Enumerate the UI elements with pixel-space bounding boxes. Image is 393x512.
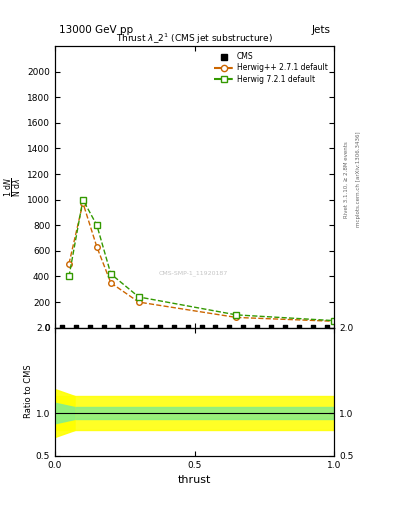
Herwig++ 2.7.1 default [136,299,141,305]
Point [143,324,149,332]
Herwig 7.2.1 default [67,273,72,280]
Herwig++ 2.7.1 default [108,280,113,286]
Point [115,324,121,332]
Point [240,324,246,332]
Herwig++ 2.7.1 default [67,261,72,267]
Title: Thrust $\lambda\_2^1$ (CMS jet substructure): Thrust $\lambda\_2^1$ (CMS jet substruct… [116,32,273,46]
Y-axis label: $\frac{1}{\mathrm{N}}\frac{\mathrm{d}N}{\mathrm{d}\lambda}$: $\frac{1}{\mathrm{N}}\frac{\mathrm{d}N}{… [3,177,24,197]
Herwig++ 2.7.1 default [95,244,99,250]
Point [156,324,163,332]
Text: Jets: Jets [311,25,330,35]
Legend: CMS, Herwig++ 2.7.1 default, Herwig 7.2.1 default: CMS, Herwig++ 2.7.1 default, Herwig 7.2.… [212,50,330,86]
Point [129,324,135,332]
Herwig 7.2.1 default [108,271,113,277]
Line: Herwig 7.2.1 default: Herwig 7.2.1 default [66,197,337,324]
Text: mcplots.cern.ch [arXiv:1306.3436]: mcplots.cern.ch [arXiv:1306.3436] [356,132,361,227]
Herwig++ 2.7.1 default [234,314,239,321]
Herwig++ 2.7.1 default [81,200,85,206]
Herwig++ 2.7.1 default [332,318,336,325]
Text: 13000 GeV pp: 13000 GeV pp [59,25,133,35]
Point [310,324,316,332]
Text: Rivet 3.1.10, ≥ 2.8M events: Rivet 3.1.10, ≥ 2.8M events [344,141,349,218]
Point [268,324,274,332]
Point [226,324,233,332]
Point [212,324,219,332]
Point [282,324,288,332]
Point [171,324,177,332]
Point [184,324,191,332]
Y-axis label: Ratio to CMS: Ratio to CMS [24,365,33,418]
Herwig 7.2.1 default [332,317,336,324]
Point [59,324,65,332]
Text: CMS-SMP-1_11920187: CMS-SMP-1_11920187 [158,270,228,276]
Point [101,324,107,332]
Point [254,324,261,332]
Line: Herwig++ 2.7.1 default: Herwig++ 2.7.1 default [66,200,337,324]
X-axis label: thrust: thrust [178,475,211,485]
Point [296,324,302,332]
Point [87,324,93,332]
Herwig 7.2.1 default [81,197,85,203]
Point [73,324,79,332]
Herwig 7.2.1 default [234,312,239,318]
Herwig 7.2.1 default [95,222,99,228]
Herwig 7.2.1 default [136,294,141,300]
Point [324,324,330,332]
Point [198,324,205,332]
